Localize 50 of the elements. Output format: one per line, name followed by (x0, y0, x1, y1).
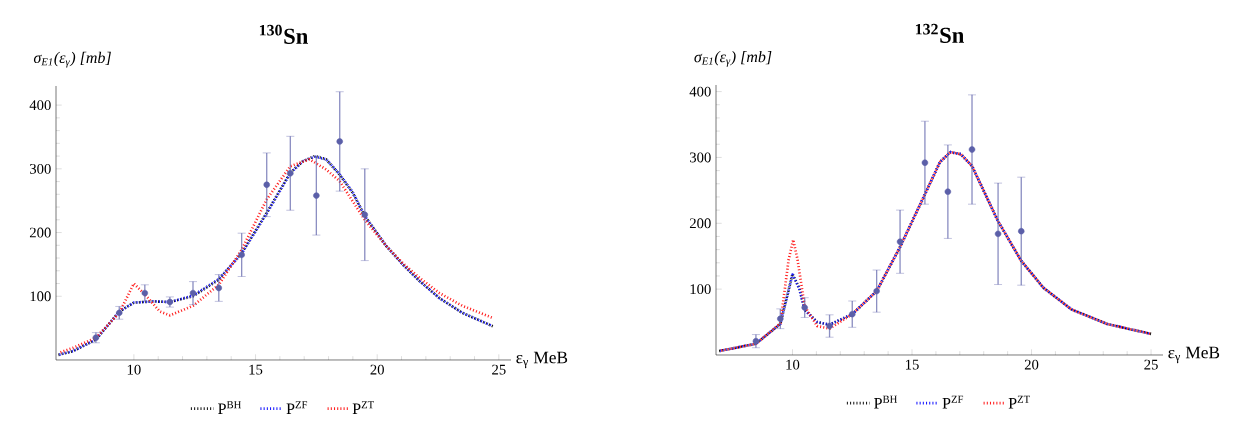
point (994, 230, 1002, 238)
x-tick-label: 25 (1144, 359, 1158, 370)
point (313, 192, 320, 199)
x-tick-label: 20 (370, 364, 384, 375)
legend-label: P$^{BH}$ (874, 395, 898, 409)
point (141, 289, 149, 297)
y-tick-label: 100 (30, 291, 51, 302)
point (215, 284, 222, 292)
x-axis-title: ε$_{γ}$ MeB (1168, 346, 1220, 364)
point (896, 238, 904, 245)
legend-label: P$^{BH}$ (218, 401, 242, 414)
point (826, 322, 833, 330)
point (801, 304, 808, 311)
x-tick-label: 20 (1024, 359, 1039, 370)
y-tick-label: 300 (30, 163, 51, 174)
x-axis-title: ε$_{γ}$ MeB (516, 351, 568, 369)
point (189, 289, 197, 297)
y-tick-label: 100 (690, 284, 711, 295)
y-tick-label: 200 (29, 227, 51, 238)
point (944, 188, 952, 195)
legend-label: P$^{ZT}$ (352, 401, 374, 414)
point (968, 146, 976, 153)
y-tick-label: 400 (29, 100, 51, 111)
line-series (717, 150, 1153, 353)
x-tick-label: 10 (786, 359, 800, 370)
point (873, 287, 880, 295)
point (361, 211, 368, 218)
y-tick-label: 300 (690, 152, 711, 163)
legend-label: P$^{ZF}$ (286, 401, 308, 414)
point (238, 251, 245, 259)
legend-label: P$^{ZT}$ (1008, 395, 1030, 409)
x-tick-label: 25 (492, 364, 506, 375)
point (1018, 227, 1025, 235)
point (336, 138, 343, 145)
point (263, 181, 270, 188)
y-axis-title: σ$_{E1}$(ε$_{γ}$) [mb] (694, 51, 772, 67)
point (921, 159, 929, 166)
x-tick-label: 15 (249, 364, 263, 375)
y-tick-label: 200 (689, 218, 711, 229)
chart-title: $^{130}$Sn (259, 24, 308, 44)
point (849, 310, 856, 318)
x-tick-label: 15 (905, 359, 919, 370)
y-tick-label: 400 (689, 86, 711, 97)
y-axis-title: σ$_{E1}$(ε$_{γ}$) [mb] (33, 51, 111, 68)
point (287, 170, 294, 177)
point (752, 337, 760, 345)
point (777, 315, 784, 322)
x-tick-label: 10 (127, 364, 141, 375)
legend-label: P$^{ZF}$ (942, 395, 964, 409)
chart-title: $^{132}$Sn (915, 23, 964, 43)
